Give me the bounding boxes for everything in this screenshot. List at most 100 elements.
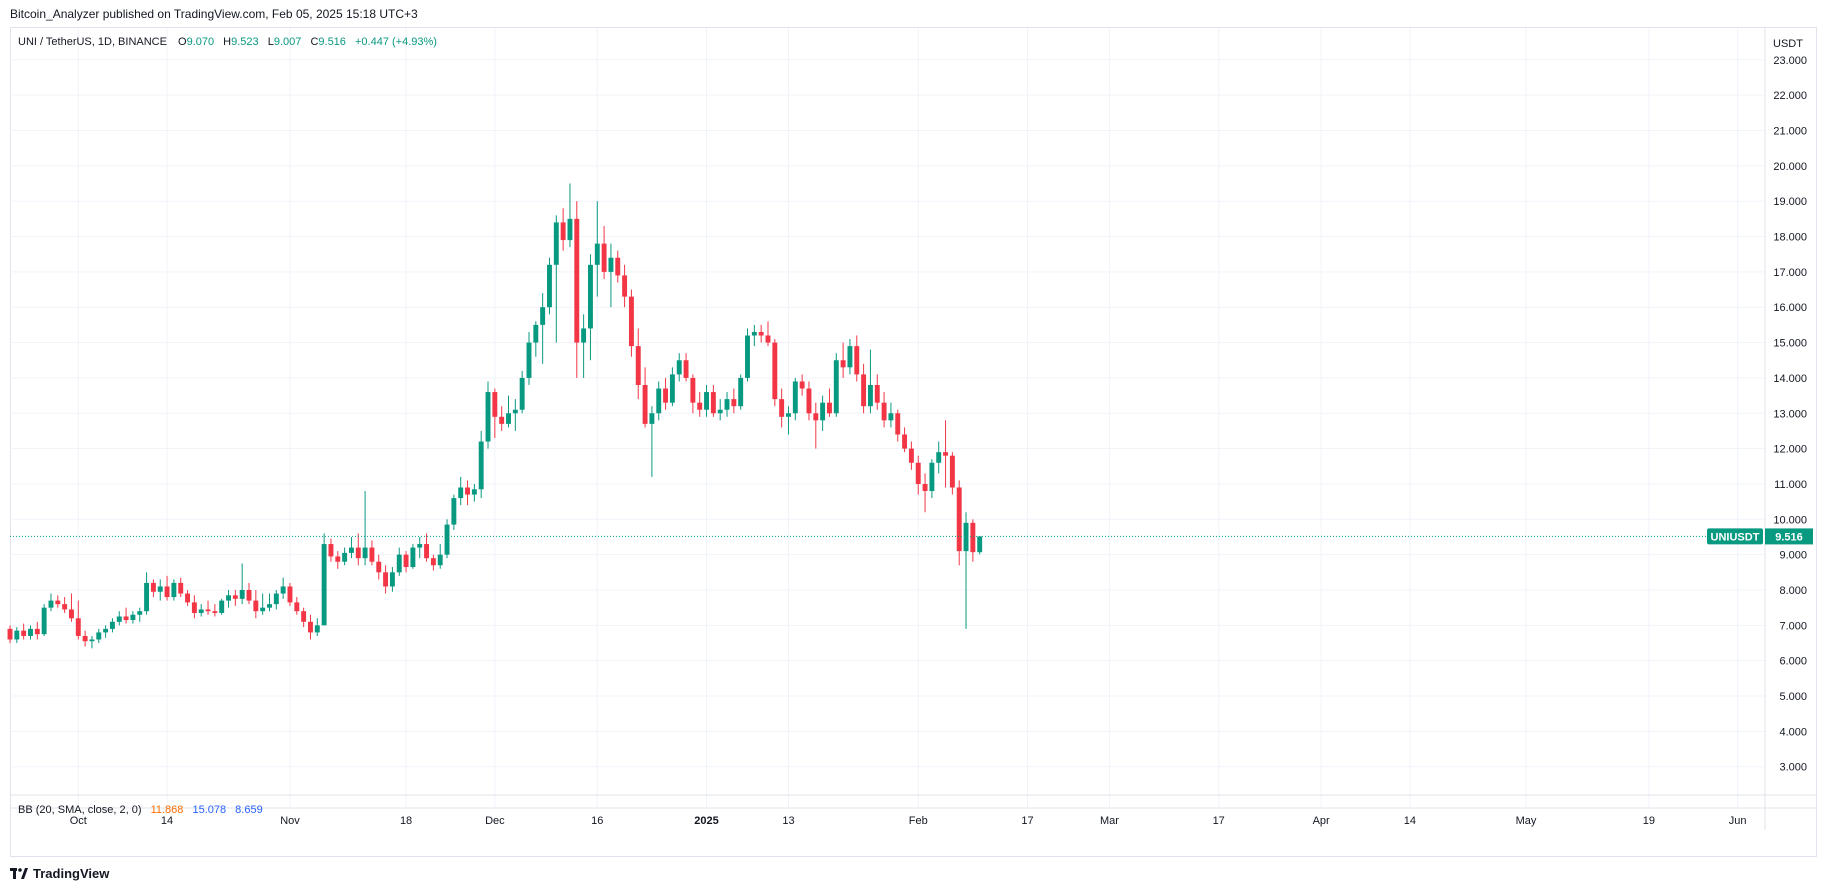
last-price-tag: UNIUSDT 9.516 xyxy=(1707,528,1813,545)
candle xyxy=(867,349,873,414)
candle-body xyxy=(649,413,655,424)
candle-body xyxy=(34,628,40,635)
candle-body xyxy=(540,307,546,325)
candle-body xyxy=(854,346,860,375)
y-tick-label: 17.000 xyxy=(1773,267,1807,279)
candle-body xyxy=(902,434,908,449)
candle-body xyxy=(601,243,607,272)
bollinger-bands-legend[interactable]: BB (20, SMA, close, 2, 0) 11.868 15.078 … xyxy=(18,804,263,816)
candle xyxy=(779,388,785,428)
candle-body xyxy=(799,381,805,389)
y-tick-label: 11.000 xyxy=(1774,479,1807,491)
candle-body xyxy=(731,399,737,407)
candle-body xyxy=(219,600,225,613)
candle-body xyxy=(594,243,600,265)
candle-body xyxy=(41,607,47,635)
bb-lower-value: 8.659 xyxy=(235,804,263,816)
candle xyxy=(587,254,593,361)
candle xyxy=(369,540,375,566)
candle xyxy=(321,533,327,626)
symbol-legend[interactable]: UNI / TetherUS, 1D, BINANCE O9.070 H9.52… xyxy=(18,36,443,48)
candle xyxy=(704,384,709,417)
candle xyxy=(710,384,716,417)
candle-body xyxy=(874,384,880,403)
candle xyxy=(355,533,361,566)
candle xyxy=(144,572,150,615)
candle-body xyxy=(21,630,27,636)
candle xyxy=(567,183,573,248)
candle xyxy=(615,250,621,283)
x-tick-label: Dec xyxy=(485,815,505,827)
candle-body xyxy=(294,602,300,612)
candle-body xyxy=(956,487,962,552)
candle xyxy=(137,607,143,622)
price-unit-label[interactable]: USDT xyxy=(1773,38,1803,50)
open-value: 9.070 xyxy=(186,36,215,48)
candle xyxy=(690,374,696,414)
candle xyxy=(308,614,313,640)
price-axis: 3.000 4.000 5.000 6.000 7.000 8.000 9.000 10.00… xyxy=(1764,28,1807,830)
candle-body xyxy=(451,498,457,525)
candle xyxy=(280,577,286,599)
candle-body xyxy=(724,399,730,410)
candle-body xyxy=(28,628,33,636)
candle xyxy=(574,201,580,378)
price-tag-value: 9.516 xyxy=(1775,531,1803,543)
candle xyxy=(526,331,532,385)
candle-body xyxy=(55,600,61,605)
candle-body xyxy=(881,402,887,421)
candle xyxy=(676,353,682,382)
candle-body xyxy=(676,360,682,375)
candle-body xyxy=(191,602,197,613)
candle xyxy=(601,225,607,279)
candle-body xyxy=(840,360,846,368)
candle xyxy=(465,480,470,506)
candle xyxy=(499,406,505,431)
open-label: O xyxy=(178,36,187,48)
candle-body xyxy=(492,392,498,417)
candle-body xyxy=(232,595,238,599)
candle xyxy=(915,455,921,495)
candle xyxy=(765,321,771,347)
candle xyxy=(157,579,163,601)
candle-body xyxy=(308,621,313,633)
candle xyxy=(492,388,498,439)
candle-body xyxy=(280,586,286,594)
candle xyxy=(772,339,778,407)
candle-body xyxy=(109,621,115,629)
candle xyxy=(451,494,457,530)
candle-body xyxy=(471,489,477,495)
candle-body xyxy=(622,275,628,297)
candle xyxy=(96,628,102,644)
candle-body xyxy=(89,639,95,642)
candle xyxy=(430,554,436,571)
candle-body xyxy=(697,402,703,410)
candle xyxy=(69,593,74,622)
candle xyxy=(410,544,416,569)
candle-body xyxy=(663,388,669,403)
candle xyxy=(41,604,47,636)
change-value: +0.447 (+4.93%) xyxy=(354,36,437,48)
candle xyxy=(669,367,675,407)
candle xyxy=(212,604,218,617)
candle-body xyxy=(389,572,395,587)
candle-body xyxy=(130,614,136,621)
candle xyxy=(260,593,266,615)
candle-body xyxy=(301,611,307,622)
candle-body xyxy=(547,264,552,308)
footer-brand[interactable]: TradingView xyxy=(10,866,109,881)
candle-body xyxy=(567,218,573,241)
candle-body xyxy=(253,600,259,612)
close-label: C xyxy=(310,36,319,48)
y-tick-label: 15.000 xyxy=(1773,338,1807,350)
candle xyxy=(130,611,136,624)
candle xyxy=(840,342,846,378)
candle-body xyxy=(314,625,320,633)
y-tick-label: 9.000 xyxy=(1779,550,1807,562)
candle-body xyxy=(963,522,969,552)
candle-body xyxy=(499,416,505,424)
candle xyxy=(724,392,730,417)
candle xyxy=(171,579,177,601)
candle xyxy=(62,597,68,613)
